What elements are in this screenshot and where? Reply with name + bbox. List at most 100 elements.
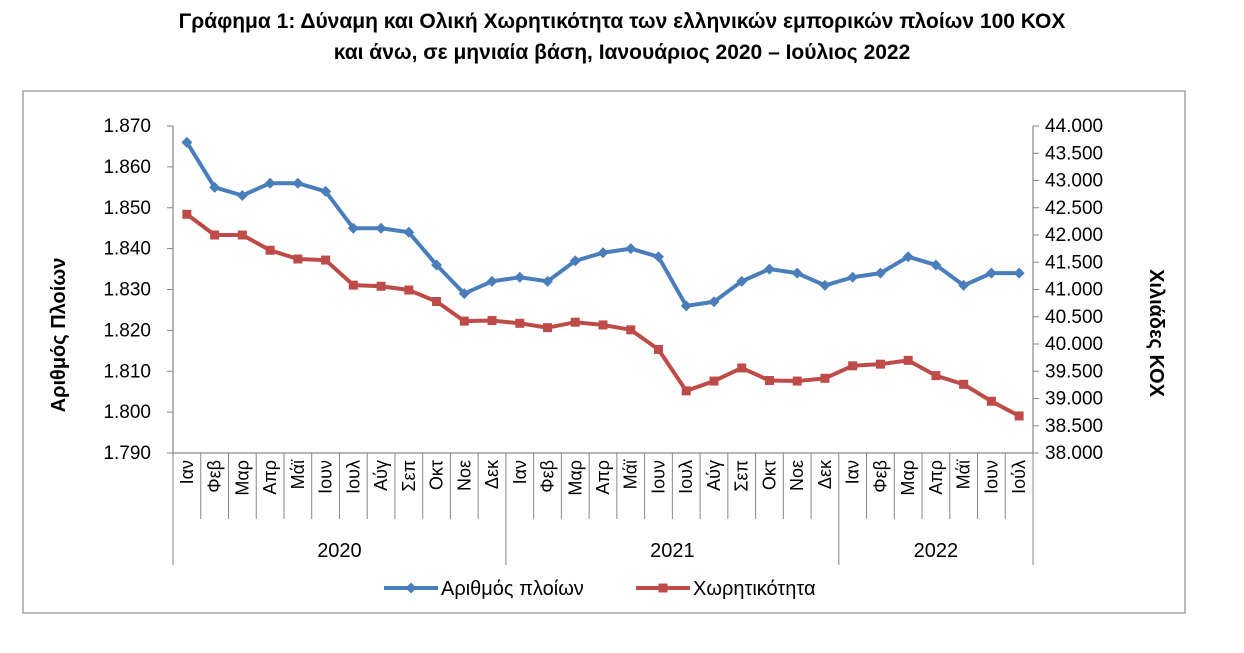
month-label: Αύγ — [371, 460, 391, 491]
data-point — [874, 267, 886, 279]
legend-swatch-marker — [405, 582, 417, 594]
data-point — [985, 267, 997, 279]
month-label: Μαρ — [565, 460, 585, 496]
data-point — [236, 189, 248, 201]
data-point — [931, 371, 941, 381]
year-label: 2022 — [914, 540, 959, 562]
data-point — [930, 259, 942, 271]
data-point — [709, 376, 719, 386]
data-point — [264, 177, 276, 189]
data-point — [181, 136, 193, 148]
month-label: Μάϊ — [954, 459, 974, 489]
month-label: Δεκ — [482, 459, 502, 489]
month-label: Νοε — [787, 460, 807, 491]
month-label: Δεκ — [815, 459, 835, 489]
month-label: Αύγ — [704, 460, 724, 491]
chart-title-line1: Γράφημα 1: Δύναμη και Ολική Χωρητικότητα… — [178, 10, 1066, 33]
data-point — [487, 316, 497, 326]
data-point — [598, 320, 608, 330]
month-label: Οκτ — [759, 460, 779, 490]
left-tick-label: 1.790 — [103, 443, 151, 464]
month-label: Σεπ — [732, 460, 752, 492]
series-2 — [182, 209, 1024, 421]
data-point — [903, 355, 913, 365]
month-label: Ιουν — [648, 460, 668, 494]
data-point — [237, 230, 247, 240]
month-label: Ιούλ — [1009, 460, 1029, 494]
month-label: Νοε — [454, 460, 474, 491]
data-point — [792, 376, 802, 386]
data-point — [848, 361, 858, 371]
data-point — [875, 359, 885, 369]
data-point — [625, 243, 637, 255]
right-tick-label: 44.000 — [1045, 116, 1103, 137]
data-point — [791, 267, 803, 279]
data-point — [736, 275, 748, 287]
data-point — [458, 288, 470, 300]
month-label: Ιουν — [316, 460, 336, 494]
data-point — [653, 344, 663, 354]
data-point — [680, 300, 692, 312]
data-point — [376, 281, 386, 291]
month-label: Απρ — [593, 460, 613, 495]
legend-swatch-marker — [658, 583, 668, 593]
data-point — [708, 296, 720, 308]
chart-title: Γράφημα 1: Δύναμη και Ολική Χωρητικότητα… — [0, 0, 1244, 68]
data-point — [819, 279, 831, 291]
data-point — [404, 285, 414, 295]
month-label: Ιουλ — [343, 460, 363, 494]
month-label: Ιουν — [981, 460, 1001, 494]
left-axis-title: Αριθμός Πλοίων — [48, 258, 70, 413]
left-tick-label: 1.860 — [103, 157, 151, 178]
series-lines — [181, 136, 1025, 421]
left-tick-label: 1.800 — [103, 402, 151, 423]
legend-item: Χωρητικότητα — [636, 578, 816, 600]
right-tick-label: 38.000 — [1045, 443, 1103, 464]
month-label: Μαρ — [232, 460, 252, 496]
right-tick-label: 38.500 — [1045, 416, 1103, 437]
year-label: 2021 — [650, 540, 695, 562]
month-label: Μαρ — [898, 460, 918, 496]
data-point — [626, 325, 636, 335]
right-tick-label: 41.500 — [1045, 252, 1103, 273]
data-point — [348, 280, 358, 290]
month-label: Φεβ — [205, 460, 225, 493]
data-point — [986, 396, 996, 406]
data-point — [514, 271, 526, 283]
data-point — [959, 379, 969, 389]
month-label: Ιαν — [177, 460, 197, 484]
month-label: Μάϊ — [621, 459, 641, 489]
month-label: Μάϊ — [288, 459, 308, 489]
left-tick-label: 1.820 — [103, 320, 151, 341]
left-tick-label: 1.870 — [103, 116, 151, 137]
right-tick-label: 41.000 — [1045, 280, 1103, 301]
legend-label: Χωρητικότητα — [693, 578, 816, 600]
data-point — [375, 222, 387, 234]
data-point — [515, 318, 525, 328]
data-point — [293, 254, 303, 264]
right-tick-label: 39.000 — [1045, 389, 1103, 410]
data-point — [569, 255, 581, 267]
data-point — [210, 230, 220, 240]
legend-item: Αριθμός πλοίων — [384, 578, 584, 600]
year-label: 2020 — [317, 540, 362, 562]
data-point — [403, 226, 415, 238]
month-label: Σεπ — [399, 460, 419, 492]
data-point — [820, 373, 830, 383]
data-point — [958, 279, 970, 291]
right-tick-label: 43.500 — [1045, 143, 1103, 164]
data-point — [737, 363, 747, 373]
left-tick-label: 1.810 — [103, 361, 151, 382]
data-point — [432, 296, 442, 306]
data-point — [681, 386, 691, 396]
data-point — [570, 317, 580, 327]
data-point — [292, 177, 304, 189]
data-point — [763, 263, 775, 275]
legend: Αριθμός πλοίων Χωρητικότητα — [384, 578, 816, 600]
month-label: Απρ — [926, 460, 946, 495]
right-tick-label: 43.000 — [1045, 171, 1103, 192]
data-point — [182, 209, 192, 219]
left-tick-label: 1.840 — [103, 239, 151, 260]
right-tick-label: 42.000 — [1045, 225, 1103, 246]
data-point — [486, 275, 498, 287]
